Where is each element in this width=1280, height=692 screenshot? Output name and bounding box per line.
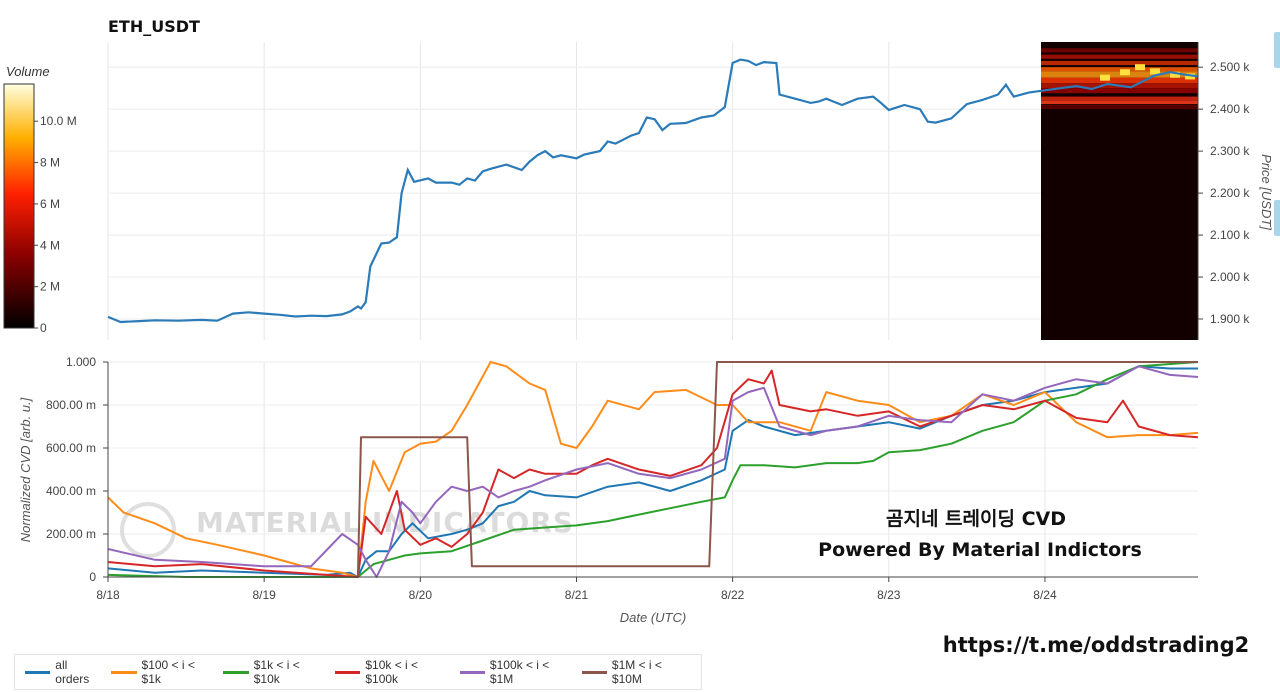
cvd-tick-label: 600.00 m <box>46 441 96 455</box>
heatmap-band <box>1041 88 1198 94</box>
cvd-ticks: 1.000 800.00 m 600.00 m 400.00 m 200.00 m 0 <box>46 355 108 584</box>
volume-tick-label: 10.0 M <box>40 114 77 128</box>
chart-title: ETH_USDT <box>108 17 200 36</box>
legend-swatch <box>25 670 51 674</box>
cvd-line-100k-i-1m <box>107 365 1199 578</box>
heatmap-band <box>1041 67 1198 72</box>
price-tick-label: 1.900 k <box>1210 312 1250 326</box>
legend-swatch <box>335 670 361 674</box>
price-tick-label: 2.200 k <box>1210 186 1250 200</box>
legend-item[interactable]: $1M < i < $10M <box>581 658 693 686</box>
cvd-line-100-i-1k <box>107 361 1199 578</box>
cvd-plot-area <box>108 362 1198 577</box>
legend-label: all orders <box>55 658 90 686</box>
volume-tick-label: 8 M <box>40 156 60 170</box>
price-panel: 2.500 k 2.400 k 2.300 k 2.200 k 2.100 k 2.000… <box>107 42 1274 340</box>
heatmap-band <box>1041 96 1198 101</box>
legend-item[interactable]: $100k < i < $1M <box>459 658 574 686</box>
cvd-line-10k-i-100k <box>107 369 1199 578</box>
legend-label: $100k < i < $1M <box>489 658 550 686</box>
cvd-tick-label: 800.00 m <box>46 398 96 412</box>
heatmap-band <box>1041 77 1198 84</box>
heatmap-band <box>1041 100 1198 105</box>
cvd-series <box>107 361 1199 578</box>
price-tick-label: 2.100 k <box>1210 228 1250 242</box>
x-tick-label: 8/18 <box>96 588 120 602</box>
volume-tick-label: 4 M <box>40 238 60 252</box>
heatmap-band <box>1041 71 1198 78</box>
annotation-title: 곰지네 트레이딩 CVD <box>886 508 1066 530</box>
side-tab-top[interactable] <box>1274 32 1280 68</box>
heatmap-hotspot <box>1120 69 1130 76</box>
x-tick-label: 8/22 <box>721 588 745 602</box>
legend-label: $100 < i < $1k <box>141 658 195 686</box>
heatmap-hotspot <box>1100 74 1110 81</box>
price-axis-label: Price [USDT] <box>1259 154 1274 230</box>
volume-tick-label: 2 M <box>40 280 60 294</box>
legend-item[interactable]: $100 < i < $1k <box>111 658 215 686</box>
heatmap-hotspot <box>1135 64 1145 71</box>
cvd-tick-label: 400.00 m <box>46 484 96 498</box>
x-tick-label: 8/20 <box>409 588 433 602</box>
heatmap-band <box>1041 104 1198 110</box>
heatmap-band <box>1041 48 1198 53</box>
cvd-axis-label: Normalized CVD [arb. u.] <box>18 397 33 542</box>
legend-item[interactable]: $10k < i < $100k <box>335 658 452 686</box>
x-tick-label: 8/19 <box>252 588 276 602</box>
price-line <box>107 58 1199 324</box>
heatmap-hotspot <box>1170 71 1180 78</box>
volume-label: Volume <box>6 64 50 79</box>
legend-swatch <box>581 670 607 674</box>
x-ticks: 8/18 8/19 8/20 8/21 8/22 8/23 8/24 <box>96 577 1057 602</box>
heatmap-band <box>1041 54 1198 59</box>
legend-label: $10k < i < $100k <box>365 658 419 686</box>
x-tick-label: 8/23 <box>877 588 901 602</box>
side-tab-bottom[interactable] <box>1274 200 1280 236</box>
price-tick-label: 2.000 k <box>1210 270 1250 284</box>
heatmap-band <box>1041 60 1198 66</box>
heatmap-bands <box>1041 48 1198 110</box>
x-tick-label: 8/24 <box>1033 588 1057 602</box>
cvd-line-1m-i-10m <box>356 361 1198 578</box>
price-plot-area <box>108 42 1198 340</box>
volume-colorbar <box>3 83 35 329</box>
legend-item[interactable]: $1k < i < $10k <box>223 658 327 686</box>
legend-swatch <box>223 670 249 674</box>
legend-label: $1M < i < $10M <box>611 658 662 686</box>
volume-tick-label: 6 M <box>40 197 60 211</box>
cvd-line-1k-i-10k <box>107 361 1199 578</box>
heatmap-hotspot <box>1150 68 1160 75</box>
volume-tick-label: 0 <box>40 321 47 335</box>
legend-swatch <box>459 670 485 674</box>
watermark-logo-icon <box>120 502 176 558</box>
legend-item[interactable]: all orders <box>25 658 103 686</box>
price-tick-label: 2.400 k <box>1210 102 1250 116</box>
telegram-link[interactable]: https://t.me/oddstrading2 <box>943 633 1250 657</box>
price-ticks: 2.500 k 2.400 k 2.300 k 2.200 k 2.100 k 2.000… <box>1198 60 1250 326</box>
x-axis-label: Date (UTC) <box>620 610 686 625</box>
cvd-tick-label: 1.000 <box>66 355 96 369</box>
volume-ticks: 10.0 M 8 M 6 M 4 M 2 M 0 <box>34 114 77 335</box>
annotation-subtitle: Powered By Material Indictors <box>818 539 1142 561</box>
cvd-tick-label: 200.00 m <box>46 527 96 541</box>
cvd-tick-label: 0 <box>89 570 96 584</box>
legend: all orders $100 < i < $1k $1k < i < $10k $1… <box>14 654 702 690</box>
x-tick-label: 8/21 <box>565 588 589 602</box>
price-tick-label: 2.500 k <box>1210 60 1250 74</box>
price-tick-label: 2.300 k <box>1210 144 1250 158</box>
legend-swatch <box>111 670 137 674</box>
legend-label: $1k < i < $10k <box>253 658 300 686</box>
